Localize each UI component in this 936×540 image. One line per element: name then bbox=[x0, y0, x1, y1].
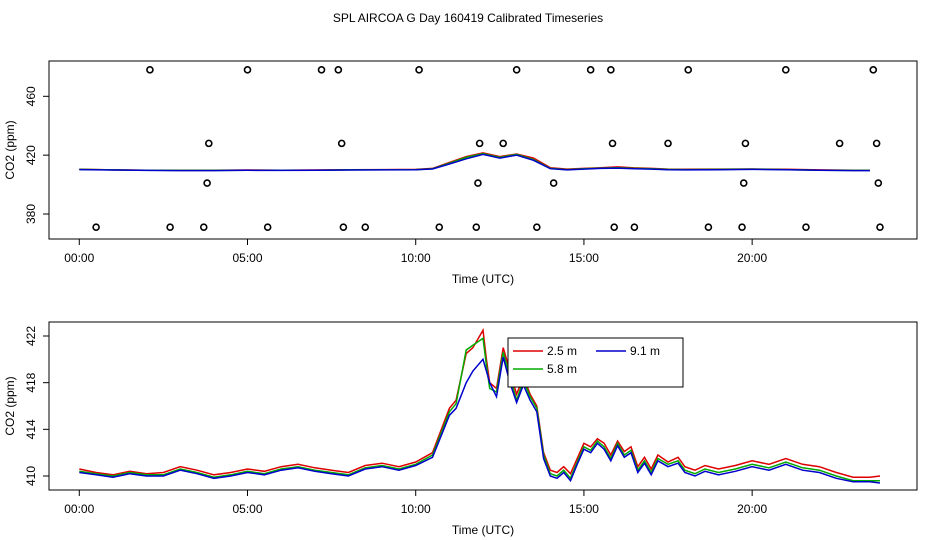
data-point bbox=[265, 224, 271, 230]
data-point bbox=[611, 224, 617, 230]
data-point bbox=[534, 224, 540, 230]
data-point bbox=[610, 140, 616, 146]
data-point bbox=[665, 140, 671, 146]
data-point bbox=[319, 67, 325, 73]
data-point bbox=[362, 224, 368, 230]
data-point bbox=[473, 224, 479, 230]
x-tick-label: 05:00 bbox=[232, 251, 262, 265]
x-tick-label: 00:00 bbox=[64, 502, 94, 516]
series-line-5-8-m bbox=[79, 338, 880, 480]
x-tick-label: 10:00 bbox=[401, 251, 431, 265]
data-point bbox=[803, 224, 809, 230]
x-tick-label: 00:00 bbox=[64, 251, 94, 265]
y-tick-label: 422 bbox=[24, 326, 38, 346]
data-point bbox=[870, 67, 876, 73]
plot-frame bbox=[49, 61, 917, 239]
data-point bbox=[339, 140, 345, 146]
x-tick-label: 05:00 bbox=[232, 502, 262, 516]
data-point bbox=[204, 180, 210, 186]
data-point bbox=[93, 224, 99, 230]
data-point bbox=[742, 140, 748, 146]
data-point bbox=[436, 224, 442, 230]
x-axis-label: Time (UTC) bbox=[452, 272, 514, 286]
y-tick-label: 420 bbox=[24, 145, 38, 165]
data-point bbox=[685, 67, 691, 73]
data-point bbox=[551, 180, 557, 186]
y-axis-label: CO2 (ppm) bbox=[3, 376, 17, 435]
data-point bbox=[475, 180, 481, 186]
data-point bbox=[608, 67, 614, 73]
data-point bbox=[340, 224, 346, 230]
data-point bbox=[875, 180, 881, 186]
data-point bbox=[877, 224, 883, 230]
x-tick-label: 15:00 bbox=[569, 251, 599, 265]
bottom-panel: 00:00 05:00 10:00 15:00 20:00 410 414 418 422 Tim… bbox=[3, 322, 917, 537]
x-tick-label: 20:00 bbox=[737, 502, 767, 516]
data-point bbox=[201, 224, 207, 230]
top-panel: 00:00 05:00 10:00 15:00 20:00 380 420 460 Time (… bbox=[3, 61, 917, 286]
y-tick-label: 418 bbox=[24, 372, 38, 392]
data-point bbox=[741, 180, 747, 186]
data-point bbox=[837, 140, 843, 146]
legend-label: 5.8 m bbox=[547, 362, 577, 376]
data-point bbox=[783, 67, 789, 73]
data-point bbox=[874, 140, 880, 146]
data-point bbox=[206, 140, 212, 146]
series-line-9-1-m bbox=[79, 154, 870, 170]
series-line-9-1-m bbox=[79, 357, 880, 483]
data-point bbox=[147, 67, 153, 73]
y-tick-label: 410 bbox=[24, 466, 38, 486]
y-tick-label: 380 bbox=[24, 204, 38, 224]
y-axis-label: CO2 (ppm) bbox=[3, 120, 17, 179]
data-point bbox=[335, 67, 341, 73]
data-point bbox=[739, 224, 745, 230]
data-point bbox=[167, 224, 173, 230]
x-tick-label: 20:00 bbox=[737, 251, 767, 265]
y-tick-label: 460 bbox=[24, 86, 38, 106]
data-point bbox=[244, 67, 250, 73]
legend-label: 2.5 m bbox=[547, 344, 577, 358]
y-tick-label: 414 bbox=[24, 419, 38, 439]
data-point bbox=[705, 224, 711, 230]
data-point bbox=[588, 67, 594, 73]
data-point bbox=[631, 224, 637, 230]
data-point bbox=[477, 140, 483, 146]
x-axis-label: Time (UTC) bbox=[452, 523, 514, 537]
series-line-2-5-m bbox=[79, 330, 880, 477]
x-tick-label: 15:00 bbox=[569, 502, 599, 516]
figure: SPL AIRCOA G Day 160419 Calibrated Times… bbox=[0, 0, 936, 540]
data-point bbox=[416, 67, 422, 73]
chart-title: SPL AIRCOA G Day 160419 Calibrated Times… bbox=[333, 11, 603, 25]
x-tick-label: 10:00 bbox=[401, 502, 431, 516]
data-point bbox=[514, 67, 520, 73]
data-point bbox=[500, 140, 506, 146]
legend-label: 9.1 m bbox=[630, 344, 660, 358]
